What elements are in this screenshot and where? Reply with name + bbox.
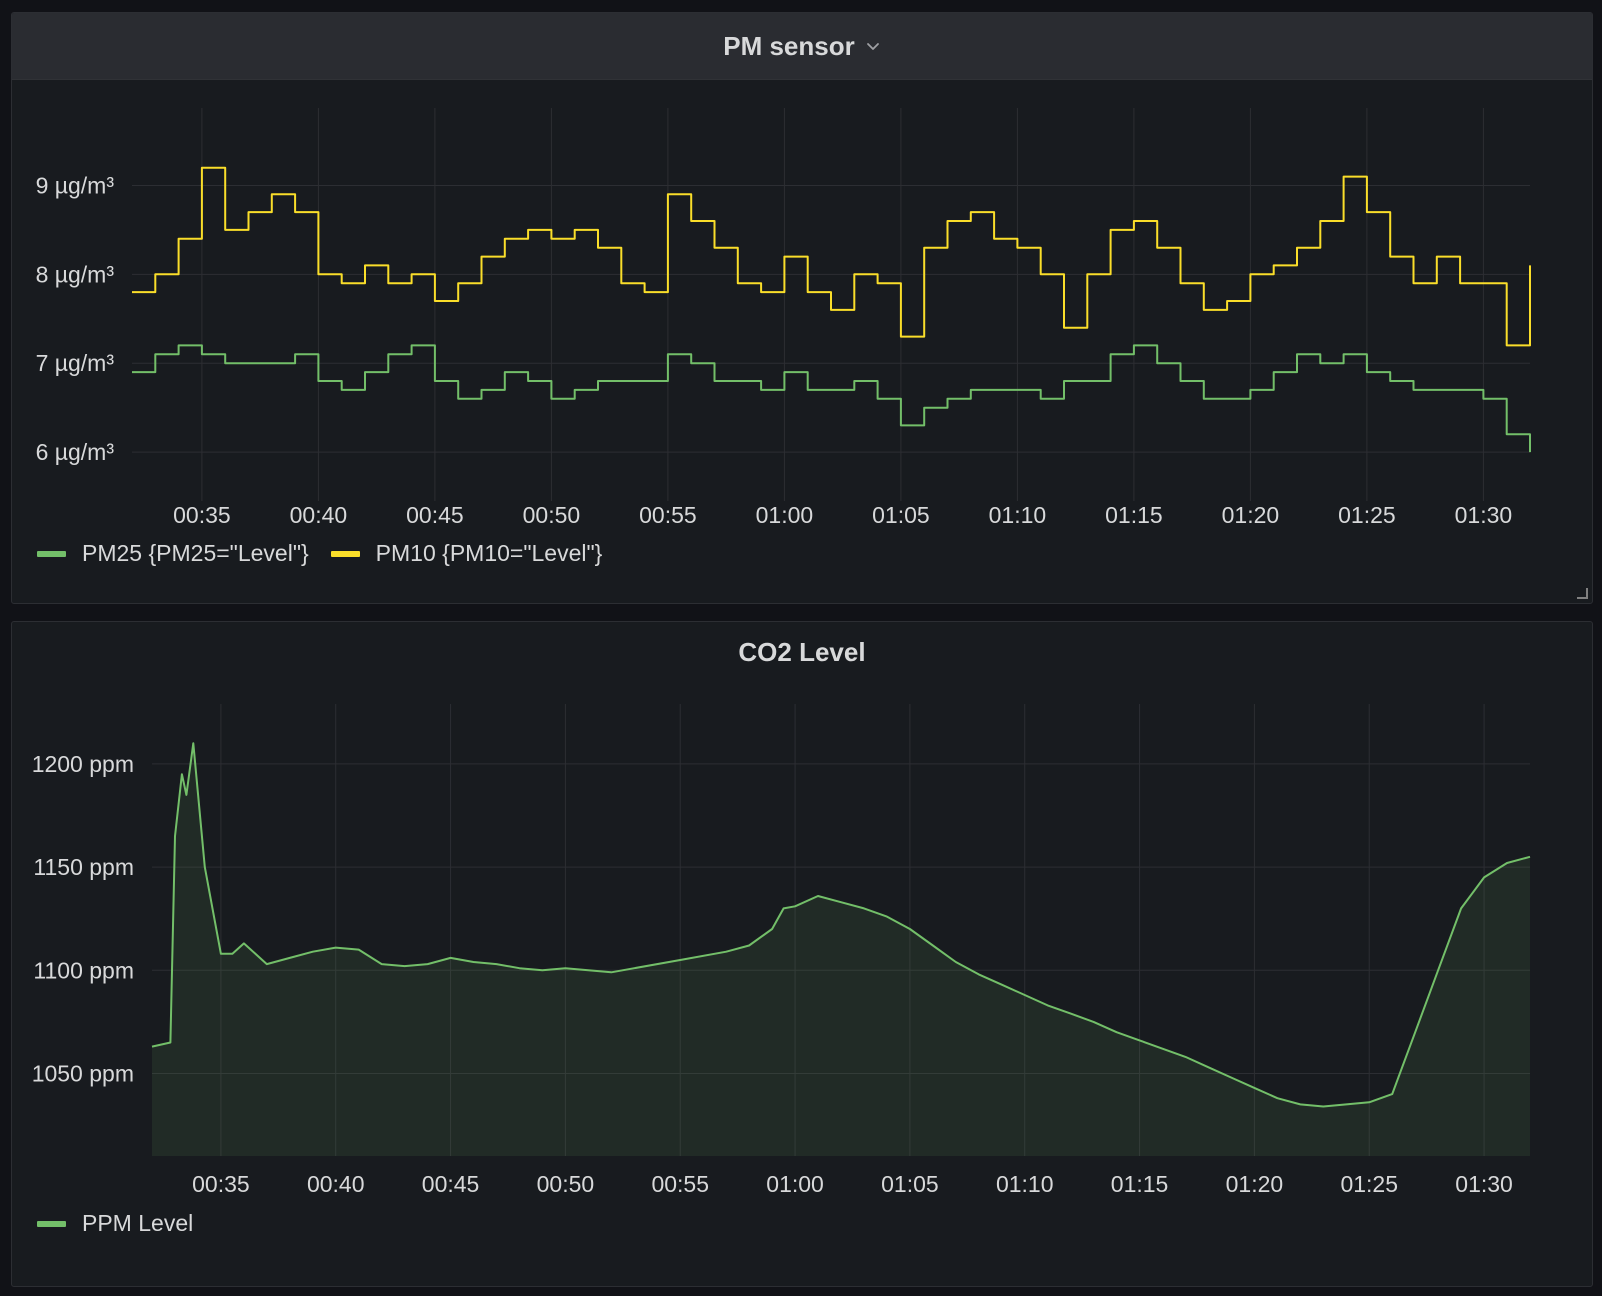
panel-title-pm[interactable]: PM sensor — [723, 30, 855, 61]
x-tick-label: 01:25 — [1340, 1171, 1398, 1197]
y-tick-label: 6 µg/m³ — [36, 439, 115, 465]
x-tick-label: 01:30 — [1455, 502, 1513, 528]
x-tick-label: 01:25 — [1338, 502, 1396, 528]
x-tick-label: 00:40 — [290, 502, 348, 528]
legend-item-ppm[interactable]: PPM Level — [37, 1210, 193, 1237]
y-tick-label: 7 µg/m³ — [36, 350, 115, 376]
panel-title-co2[interactable]: CO2 Level — [738, 636, 866, 667]
panel-resize-handle[interactable] — [1577, 588, 1588, 599]
x-tick-label: 00:40 — [307, 1171, 365, 1197]
x-tick-label: 01:05 — [881, 1171, 939, 1197]
x-tick-label: 01:00 — [756, 502, 814, 528]
y-tick-label: 1050 ppm — [32, 1060, 134, 1086]
x-tick-label: 00:55 — [639, 502, 697, 528]
legend-swatch-pm25 — [37, 550, 66, 557]
area-fill — [152, 743, 1530, 1156]
x-tick-label: 01:05 — [872, 502, 930, 528]
x-tick-label: 01:15 — [1105, 502, 1163, 528]
x-tick-label: 00:55 — [651, 1171, 709, 1197]
series-line-0[interactable] — [151, 742, 1531, 1108]
x-tick-label: 01:15 — [1111, 1171, 1169, 1197]
x-tick-label: 00:50 — [537, 1171, 595, 1197]
series-line-0[interactable] — [132, 344, 1531, 453]
legend-item-pm25[interactable]: PM25 {PM25="Level"} — [37, 540, 309, 567]
legend-label-pm25[interactable]: PM25 {PM25="Level"} — [82, 540, 309, 566]
chevron-down-icon[interactable] — [865, 38, 881, 54]
y-tick-label: 1150 ppm — [33, 854, 134, 880]
y-tick-label: 9 µg/m³ — [36, 172, 115, 198]
co2-level-chart[interactable]: 1200 ppm 1150 ppm 1100 ppm 1050 ppm 00:35 00:… — [12, 622, 1593, 1287]
x-tick-label: 00:35 — [192, 1171, 250, 1197]
series-line-1[interactable] — [132, 166, 1531, 347]
co2-legend: PPM Level — [37, 1210, 215, 1237]
x-tick-label: 01:10 — [989, 502, 1047, 528]
y-tick-label: 8 µg/m³ — [36, 261, 115, 287]
x-tick-label: 01:20 — [1222, 502, 1280, 528]
x-tick-label: 01:20 — [1226, 1171, 1284, 1197]
legend-swatch-ppm — [37, 1220, 66, 1227]
x-tick-label: 01:30 — [1455, 1171, 1513, 1197]
x-tick-label: 01:10 — [996, 1171, 1054, 1197]
x-tick-label: 00:50 — [523, 502, 581, 528]
panel-header-pm[interactable]: PM sensor — [12, 13, 1592, 80]
pm-sensor-chart[interactable]: 9 µg/m³ 8 µg/m³ 7 µg/m³ 6 µg/m³ 00:35 00:40 00… — [12, 13, 1593, 604]
y-tick-label: 1100 ppm — [33, 957, 134, 983]
co2-level-panel: CO2 Level 1200 ppm 1150 ppm 1100 ppm 1050 p… — [11, 621, 1593, 1287]
legend-item-pm10[interactable]: PM10 {PM10="Level"} — [330, 540, 603, 567]
y-tick-label: 1200 ppm — [32, 751, 134, 777]
legend-label-pm10[interactable]: PM10 {PM10="Level"} — [375, 540, 603, 566]
x-tick-label: 00:45 — [422, 1171, 480, 1197]
x-tick-label: 00:45 — [406, 502, 464, 528]
legend-swatch-pm10 — [330, 550, 360, 557]
x-tick-label: 01:00 — [766, 1171, 824, 1197]
legend-label-ppm[interactable]: PPM Level — [82, 1210, 194, 1236]
pm-legend: PM25 {PM25="Level"} PM10 {PM10="Level"} — [37, 540, 624, 567]
panel-header-co2[interactable]: CO2 Level — [12, 622, 1592, 682]
x-tick-label: 00:35 — [173, 502, 231, 528]
pm-sensor-panel: PM sensor 9 µg/m³ 8 µg/m³ 7 µg/m³ 6 µg/m³ 00… — [11, 12, 1593, 604]
